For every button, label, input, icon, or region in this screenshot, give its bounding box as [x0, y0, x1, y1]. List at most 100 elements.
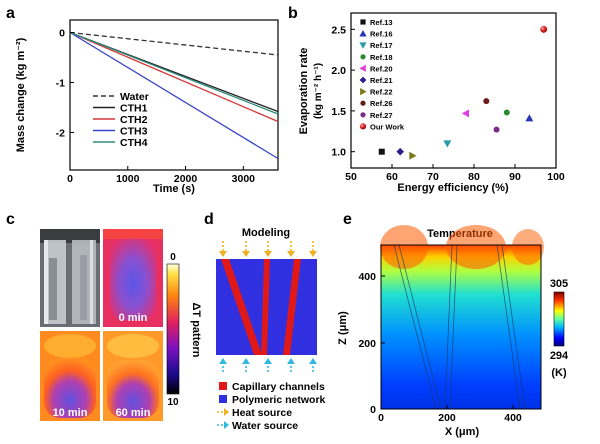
panel-d-legend-heat-arrow [217, 408, 229, 416]
panel-b-legend-marker [359, 30, 367, 37]
panel-c-sample-photo [40, 229, 100, 327]
panel-b-legend-marker [360, 19, 366, 25]
panel-b-point-ref-16 [525, 114, 534, 122]
panel-e-ytick-0: 0 [370, 404, 376, 416]
panel-b-point-ref-22 [409, 151, 417, 160]
panel-e-xtick-400: 400 [504, 412, 522, 424]
panel-b-points [378, 25, 548, 160]
panel-a-series-line-water [69, 31, 279, 56]
panel-e-y-axis-label: Z (μm) [337, 311, 349, 345]
panel-c-label-0min: 0 min [119, 312, 148, 324]
panel-label-b: b [288, 5, 298, 22]
panel-d-legend-polymer: Polymeric network [232, 394, 326, 406]
panel-b-legend-label: Ref.26 [370, 99, 393, 108]
panel-a-legend-label: CTH1 [120, 103, 148, 115]
panel-a-ytick-label: -2 [56, 128, 65, 140]
panel-a-legend-label: CTH4 [120, 137, 148, 149]
panel-c-label-60min: 60 min [116, 407, 151, 419]
panel-a-xtick-label: 3000 [232, 173, 256, 185]
panel-a-y-axis-label: Mass change (kg m⁻²) [15, 37, 27, 152]
panel-b-legend-label: Ref.13 [370, 18, 393, 27]
panel-b-xtick-label: 80 [468, 171, 480, 183]
panel-b-xtick-label: 50 [345, 171, 357, 183]
panel-d-legend-capillary: Capillary channels [232, 381, 325, 393]
panel-e-xtick-0: 0 [378, 412, 384, 424]
panel-a-ytick-label: -1 [56, 78, 65, 90]
panel-b-xtick-label: 90 [509, 171, 521, 183]
panel-b-ytick-label: 2.5 [331, 24, 346, 36]
panel-c-colorbar-top-label: 0 [170, 252, 176, 263]
panel-b-point-ref-13 [378, 148, 385, 155]
panel-e-colorbar-max: 305 [550, 278, 568, 290]
panel-b-legend-label: Ref.21 [370, 76, 393, 85]
panel-d-legend-water-arrow [217, 421, 229, 429]
panel-a-plot-frame [69, 19, 279, 171]
panel-b-legend-marker [360, 54, 366, 60]
panel-b-ytick-label: 2.0 [331, 65, 346, 77]
panel-a-mass-change-chart: 0 1000 2000 3000 0 -1 -2 Time (s) Mass change … [15, 19, 279, 195]
panel-b-scatter-chart: 50 60 70 80 90 100 1.0 1.5 2.0 2.5 Ref.13 Ref.16 Re… [298, 12, 565, 194]
panel-b-point-ref-20 [461, 109, 469, 118]
panel-b-y-axis-unit: (kg m⁻² h⁻¹) [313, 63, 324, 119]
panel-b-ticks: 50 60 70 80 90 100 1.0 1.5 2.0 2.5 [331, 24, 565, 183]
panel-a-xtick-label: 1000 [116, 173, 140, 185]
panel-a-series-group [69, 31, 279, 160]
panel-a-legend-label: CTH2 [120, 114, 148, 126]
panel-e-colorbar-min: 294 [550, 350, 569, 362]
panel-c-label-10min: 10 min [53, 407, 88, 419]
panel-b-legend-label: Ref.27 [370, 111, 393, 120]
panel-b-legend: Ref.13 Ref.16 Ref.17 Ref.18 Ref.20 Ref.21 Ref.… [359, 18, 405, 131]
panel-label-a: a [6, 5, 15, 22]
panel-b-point-our-work [540, 25, 548, 33]
panel-e-ytick-400: 400 [358, 271, 376, 283]
panel-b-point-ref-27 [493, 126, 500, 133]
panel-b-legend-label: Ref.20 [370, 64, 393, 73]
panel-b-legend-marker [359, 76, 367, 84]
panel-b-legend-marker [360, 112, 366, 118]
panel-d-water-arrows [219, 358, 317, 372]
panel-b-point-ref-26 [483, 98, 490, 105]
panel-b-legend-marker [360, 100, 366, 106]
panel-a-ticks: 0 1000 2000 3000 0 -1 -2 [56, 28, 256, 186]
panel-b-point-ref-18 [503, 109, 510, 116]
panel-label-c: c [6, 211, 15, 228]
panel-b-xtick-label: 70 [427, 171, 439, 183]
panel-b-point-ref-17 [443, 140, 452, 148]
panel-b-legend-marker [359, 123, 367, 130]
panel-b-legend-label: Our Work [370, 122, 405, 131]
panel-b-ytick-label: 1.0 [331, 147, 346, 159]
panel-d-legend-water: Water source [232, 420, 298, 432]
panel-a-legend-label: Water [120, 91, 149, 103]
panel-b-legend-marker [359, 42, 367, 49]
panel-b-legend-marker [359, 64, 366, 72]
panel-e-xtick-200: 200 [438, 412, 456, 424]
panel-a-x-axis-label: Time (s) [153, 183, 195, 195]
panel-a-series-line-cth3 [69, 31, 279, 160]
panel-b-ytick-label: 1.5 [331, 106, 346, 118]
panel-c-thermal-images: 0 min 10 min 60 min 0 10 ΔT pattern [40, 229, 202, 421]
panel-b-x-axis-label: Energy efficiency (%) [397, 182, 509, 194]
panel-b-xtick-label: 60 [386, 171, 398, 183]
panel-e-colorbar-unit: (K) [551, 367, 567, 379]
panel-c-ir-image-0min: 0 min [103, 229, 163, 327]
panel-b-y-axis-label: Evaporation rate [298, 48, 310, 135]
panel-b-legend-label: Ref.17 [370, 41, 393, 50]
panel-label-d: d [204, 211, 214, 228]
panel-b-plot-frame [350, 12, 557, 169]
panel-a-series-line-cth4 [69, 31, 279, 115]
panel-a-xtick-label: 0 [67, 173, 73, 185]
panel-d-legend-swatch-capillary [219, 382, 227, 390]
panel-e-ytick-200: 200 [358, 338, 376, 350]
panel-b-legend-label: Ref.16 [370, 30, 393, 39]
panel-d-heat-arrows [219, 241, 317, 257]
panel-c-colorbar-title: ΔT pattern [190, 303, 202, 358]
panel-e-ticks: 0 200 400 0 200 400 [358, 271, 521, 424]
panel-c-ir-image-60min: 60 min [103, 331, 163, 421]
panel-d-capillary-channels [221, 259, 301, 355]
panel-b-xtick-label: 100 [547, 171, 565, 183]
panel-b-point-ref-21 [396, 147, 404, 156]
panel-c-colorbar-bottom-label: 10 [167, 397, 179, 408]
panel-a-xtick-label: 2000 [174, 173, 198, 185]
